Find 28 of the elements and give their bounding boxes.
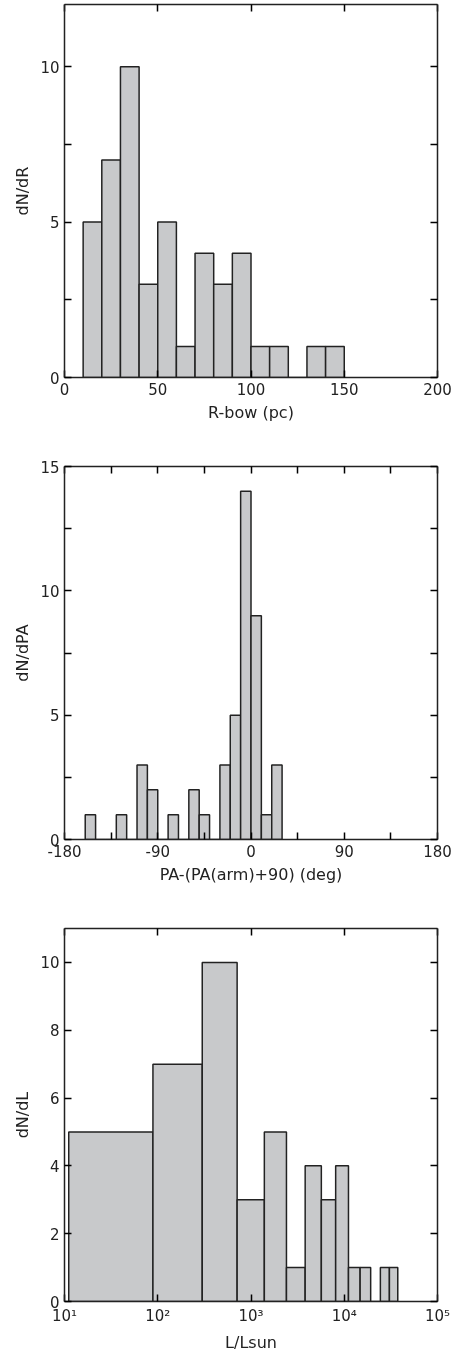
x-axis-title: R-bow (pc) [208, 402, 294, 422]
y-tick-label: 10 [40, 58, 60, 77]
y-tick-label: 15 [40, 458, 60, 477]
y-tick-label: 5 [49, 707, 60, 726]
y-tick-label: 8 [49, 1022, 60, 1041]
y-axis-title: dN/dPA [13, 624, 33, 682]
x-tick-label: 180 [423, 842, 452, 861]
x-tick-label: 90 [334, 842, 354, 861]
y-tick-label: 10 [40, 582, 60, 601]
x-tick-label: 10² [145, 1306, 171, 1325]
x-tick-label: 200 [423, 380, 452, 399]
y-tick-label: 5 [49, 214, 60, 233]
x-tick-label: 100 [236, 380, 266, 399]
x-tick-label: 50 [148, 380, 168, 399]
y-tick-label: 6 [49, 1090, 60, 1109]
y-axis-title: dN/dR [13, 166, 33, 216]
x-axis-title: L/Lsun [225, 1332, 277, 1352]
y-axis-title: dN/dL [13, 1091, 33, 1139]
x-axis-title: PA-(PA(arm)+90) (deg) [159, 864, 343, 884]
y-tick-label: 10 [40, 954, 60, 973]
x-tick-label: 10⁴ [331, 1306, 357, 1325]
y-tick-label: 4 [49, 1157, 60, 1176]
x-tick-label: 10³ [238, 1306, 264, 1325]
x-tick-label: -90 [145, 842, 170, 861]
x-tick-label: 10⁵ [424, 1306, 451, 1325]
y-tick-label: 2 [49, 1225, 60, 1244]
x-tick-label: 150 [329, 380, 359, 399]
x-tick-label: 0 [246, 842, 256, 861]
